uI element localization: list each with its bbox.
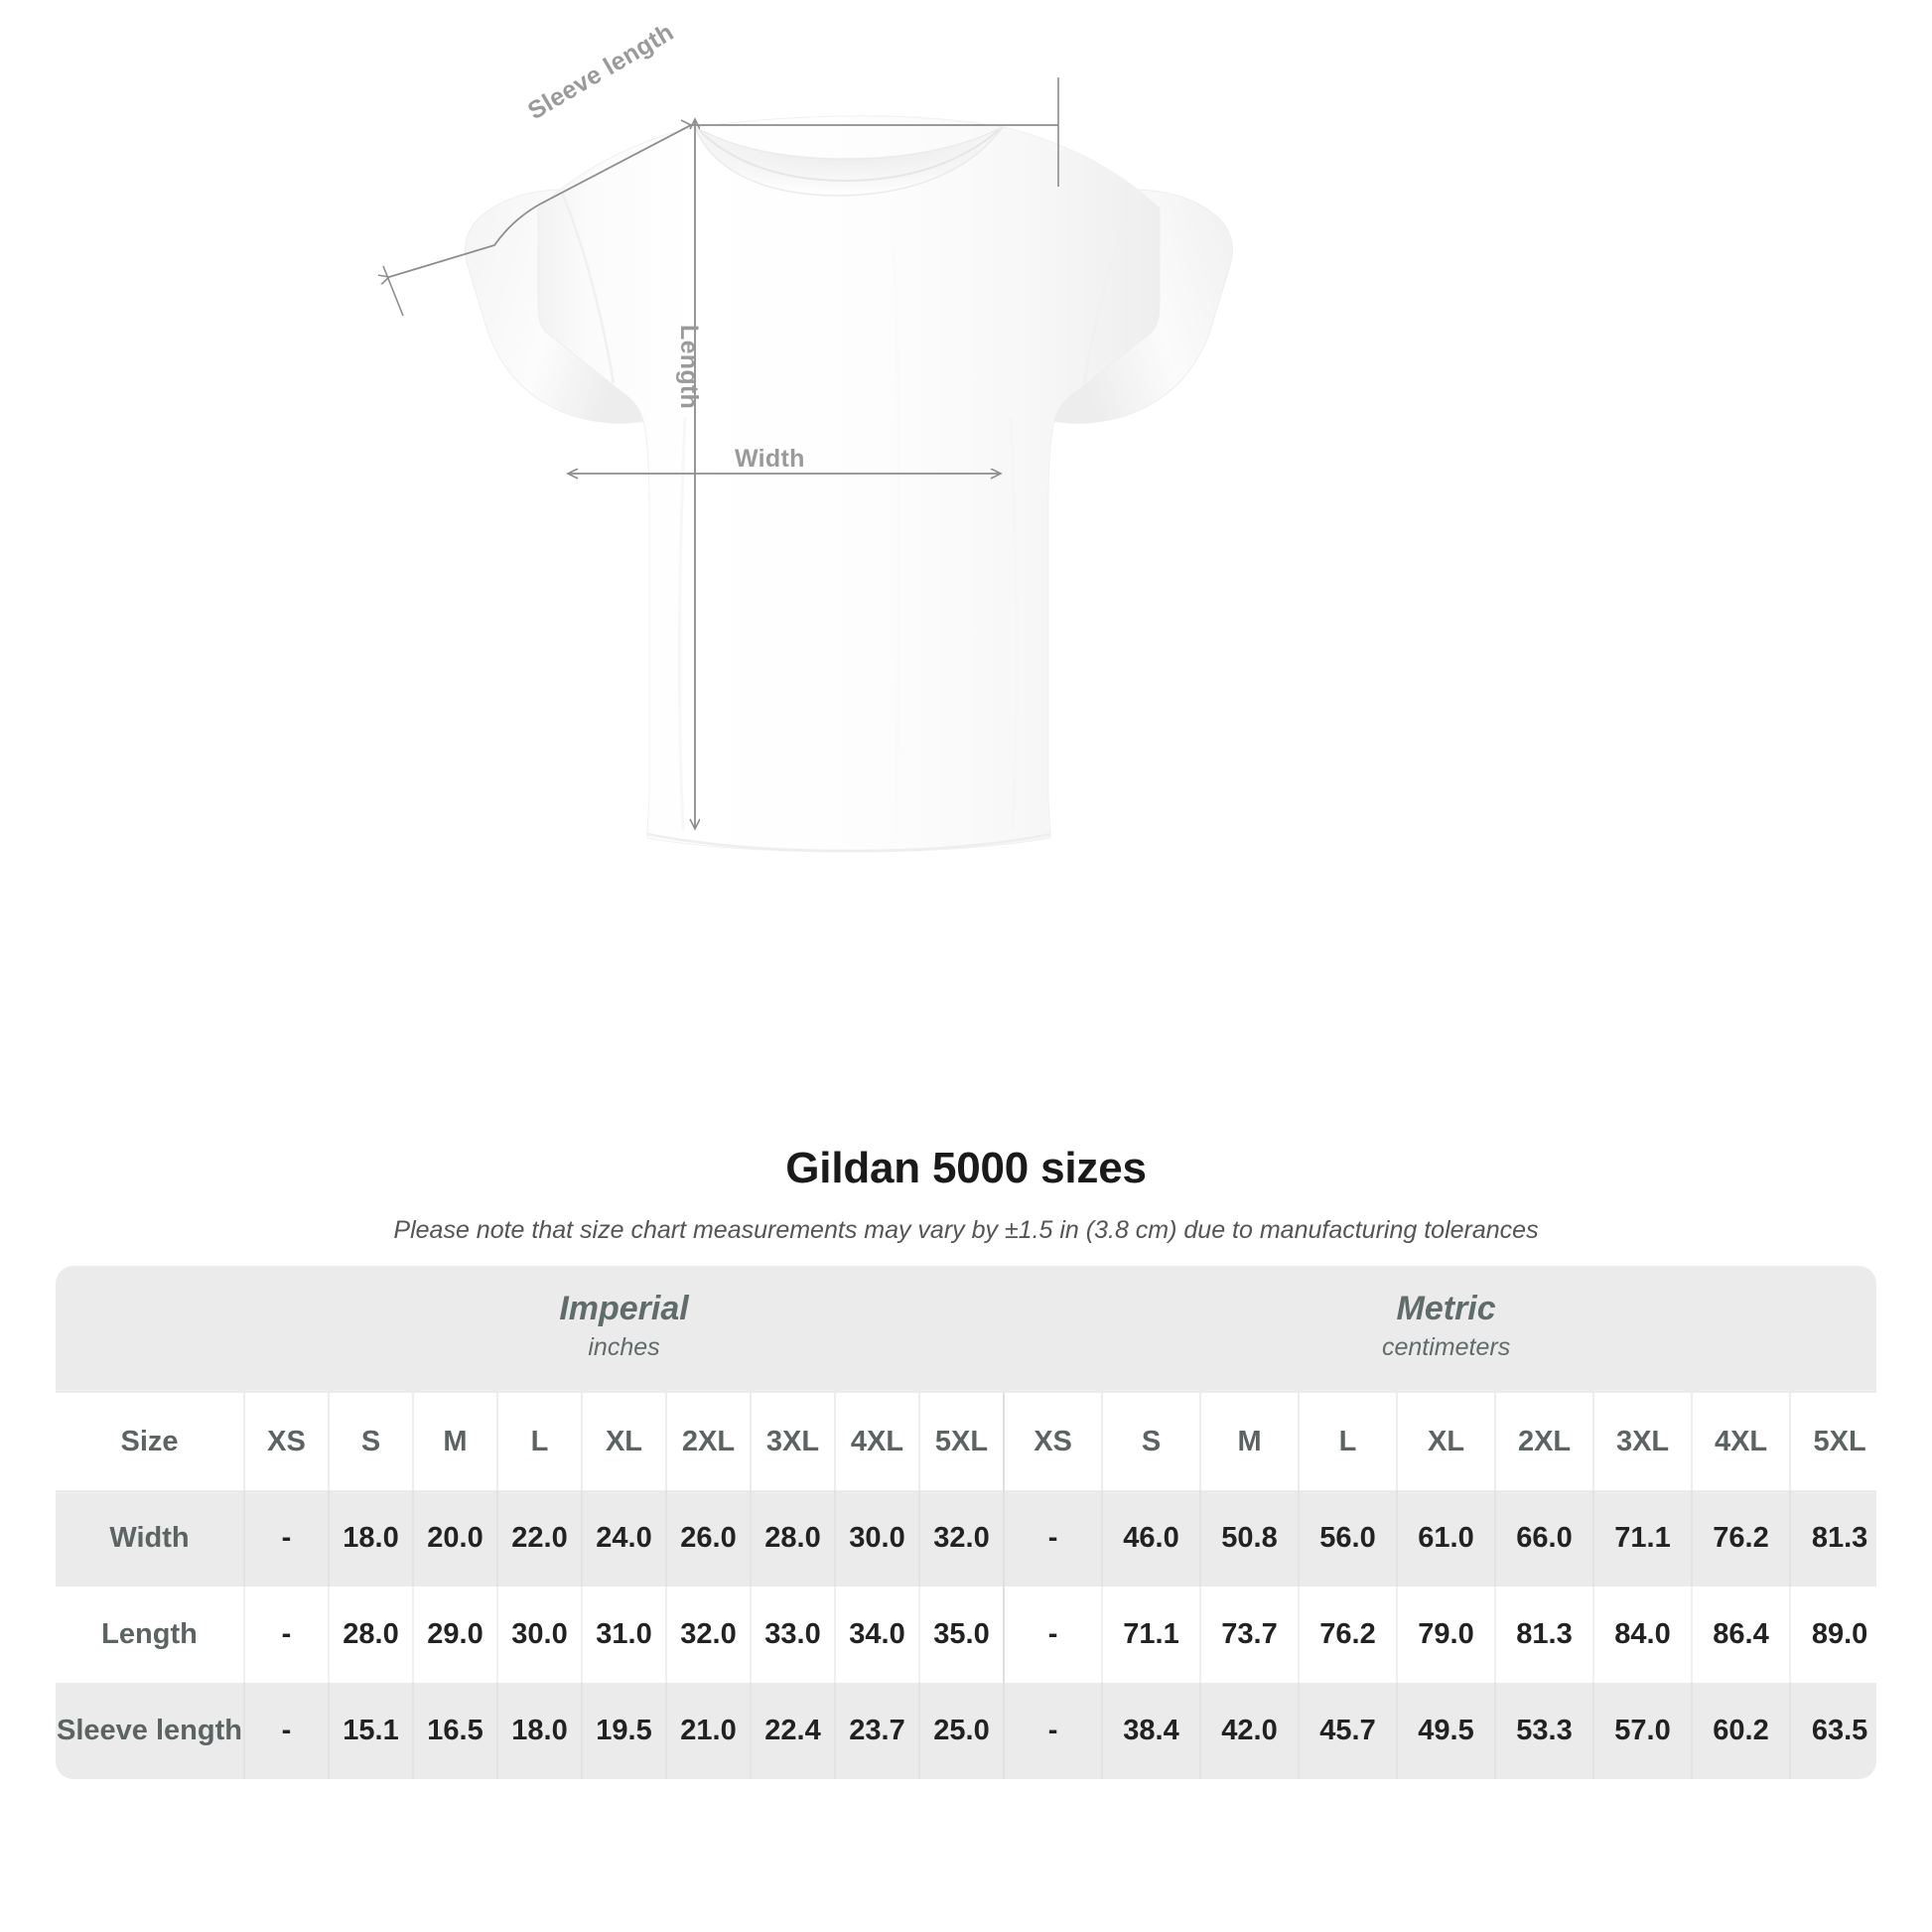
cell-length-metric-xl: 79.0 bbox=[1396, 1587, 1496, 1683]
cell-sleeve-imperial-m: 16.5 bbox=[412, 1683, 497, 1779]
unit-header-spacer bbox=[56, 1266, 244, 1393]
cell-sleeve-metric-xs: - bbox=[1003, 1683, 1103, 1779]
size-chart-table: Imperial inches Metric centimeters Size … bbox=[56, 1266, 1876, 1779]
cell-sleeve-imperial-xl: 19.5 bbox=[581, 1683, 666, 1779]
unit-group-imperial-name: Imperial bbox=[559, 1290, 689, 1328]
cell-length-metric-4xl: 86.4 bbox=[1691, 1587, 1791, 1683]
size-header-metric-3xl: 3XL bbox=[1592, 1393, 1693, 1490]
cell-width-metric-xs: - bbox=[1003, 1490, 1103, 1587]
unit-group-imperial-unit: inches bbox=[588, 1332, 660, 1361]
cell-sleeve-imperial-2xl: 21.0 bbox=[665, 1683, 751, 1779]
size-header-metric-xl: XL bbox=[1396, 1393, 1496, 1490]
unit-group-metric-name: Metric bbox=[1396, 1290, 1496, 1328]
cell-length-metric-2xl: 81.3 bbox=[1494, 1587, 1594, 1683]
cell-width-metric-4xl: 76.2 bbox=[1691, 1490, 1791, 1587]
cell-sleeve-metric-m: 42.0 bbox=[1199, 1683, 1300, 1779]
cell-sleeve-imperial-3xl: 22.4 bbox=[750, 1683, 835, 1779]
size-header-row: Size XS S M L XL 2XL 3XL 4XL 5XL XS S M … bbox=[56, 1393, 1876, 1490]
cell-length-metric-5xl: 89.0 bbox=[1789, 1587, 1876, 1683]
size-header-metric-s: S bbox=[1101, 1393, 1201, 1490]
cell-length-metric-m: 73.7 bbox=[1199, 1587, 1300, 1683]
cell-sleeve-imperial-4xl: 23.7 bbox=[834, 1683, 919, 1779]
cell-width-metric-2xl: 66.0 bbox=[1494, 1490, 1594, 1587]
cell-length-imperial-3xl: 33.0 bbox=[750, 1587, 835, 1683]
size-header-imperial-5xl: 5XL bbox=[917, 1393, 1005, 1490]
tshirt-illustration bbox=[0, 77, 1233, 853]
unit-group-imperial: Imperial inches bbox=[244, 1266, 1005, 1393]
cell-width-imperial-5xl: 32.0 bbox=[917, 1490, 1005, 1587]
cell-length-imperial-2xl: 32.0 bbox=[665, 1587, 751, 1683]
tolerance-note: Please note that size chart measurements… bbox=[393, 1216, 1539, 1244]
row-label-width: Width bbox=[56, 1490, 244, 1587]
unit-group-header-row: Imperial inches Metric centimeters bbox=[56, 1266, 1876, 1393]
cell-sleeve-imperial-xs: - bbox=[243, 1683, 329, 1779]
cell-width-imperial-xl: 24.0 bbox=[581, 1490, 666, 1587]
width-dimension-label: Width bbox=[735, 445, 805, 473]
size-header-imperial-l: L bbox=[496, 1393, 582, 1490]
tshirt-measurement-diagram: Sleeve length Length Width bbox=[0, 18, 1233, 853]
size-header-imperial-xs: XS bbox=[243, 1393, 329, 1490]
size-header-imperial-xl: XL bbox=[581, 1393, 666, 1490]
cell-length-metric-s: 71.1 bbox=[1101, 1587, 1201, 1683]
size-header-metric-l: L bbox=[1298, 1393, 1398, 1490]
cell-width-metric-m: 50.8 bbox=[1199, 1490, 1300, 1587]
cell-sleeve-metric-s: 38.4 bbox=[1101, 1683, 1201, 1779]
cell-sleeve-metric-xl: 49.5 bbox=[1396, 1683, 1496, 1779]
cell-width-metric-5xl: 81.3 bbox=[1789, 1490, 1876, 1587]
size-chart-table-container: Imperial inches Metric centimeters Size … bbox=[56, 1266, 1876, 1779]
cell-width-imperial-l: 22.0 bbox=[496, 1490, 582, 1587]
cell-width-imperial-2xl: 26.0 bbox=[665, 1490, 751, 1587]
unit-group-metric: Metric centimeters bbox=[1004, 1266, 1876, 1393]
cell-sleeve-metric-5xl: 63.5 bbox=[1789, 1683, 1876, 1779]
cell-width-metric-xl: 61.0 bbox=[1396, 1490, 1496, 1587]
cell-width-metric-3xl: 71.1 bbox=[1592, 1490, 1693, 1587]
cell-length-imperial-l: 30.0 bbox=[496, 1587, 582, 1683]
cell-sleeve-metric-2xl: 53.3 bbox=[1494, 1683, 1594, 1779]
size-header-metric-m: M bbox=[1199, 1393, 1300, 1490]
measurement-lines bbox=[383, 77, 1059, 829]
cell-width-imperial-4xl: 30.0 bbox=[834, 1490, 919, 1587]
length-dimension-label: Length bbox=[675, 325, 703, 410]
size-header-imperial-3xl: 3XL bbox=[750, 1393, 835, 1490]
unit-group-metric-unit: centimeters bbox=[1381, 1332, 1511, 1361]
cell-sleeve-imperial-5xl: 25.0 bbox=[917, 1683, 1005, 1779]
page-title: Gildan 5000 sizes bbox=[785, 1144, 1147, 1192]
size-header-imperial-2xl: 2XL bbox=[665, 1393, 751, 1490]
table-row: Sleeve length - 15.1 16.5 18.0 19.5 21.0… bbox=[56, 1683, 1876, 1779]
cell-length-imperial-4xl: 34.0 bbox=[834, 1587, 919, 1683]
cell-sleeve-metric-l: 45.7 bbox=[1298, 1683, 1398, 1779]
size-header-metric-5xl: 5XL bbox=[1789, 1393, 1876, 1490]
cell-sleeve-imperial-s: 15.1 bbox=[328, 1683, 413, 1779]
cell-length-metric-3xl: 84.0 bbox=[1592, 1587, 1693, 1683]
size-header-imperial-s: S bbox=[328, 1393, 413, 1490]
cell-length-imperial-m: 29.0 bbox=[412, 1587, 497, 1683]
row-label-sleeve-length: Sleeve length bbox=[56, 1683, 244, 1779]
cell-length-metric-l: 76.2 bbox=[1298, 1587, 1398, 1683]
cell-length-metric-xs: - bbox=[1003, 1587, 1103, 1683]
cell-width-imperial-s: 18.0 bbox=[328, 1490, 413, 1587]
size-header-metric-4xl: 4XL bbox=[1691, 1393, 1791, 1490]
cell-width-metric-l: 56.0 bbox=[1298, 1490, 1398, 1587]
cell-width-imperial-3xl: 28.0 bbox=[750, 1490, 835, 1587]
size-header-metric-xs: XS bbox=[1003, 1393, 1103, 1490]
cell-length-imperial-xs: - bbox=[243, 1587, 329, 1683]
row-label-length: Length bbox=[56, 1587, 244, 1683]
cell-width-metric-s: 46.0 bbox=[1101, 1490, 1201, 1587]
cell-length-imperial-s: 28.0 bbox=[328, 1587, 413, 1683]
cell-sleeve-metric-3xl: 57.0 bbox=[1592, 1683, 1693, 1779]
cell-width-imperial-xs: - bbox=[243, 1490, 329, 1587]
cell-length-imperial-5xl: 35.0 bbox=[917, 1587, 1005, 1683]
cell-length-imperial-xl: 31.0 bbox=[581, 1587, 666, 1683]
table-row: Width - 18.0 20.0 22.0 24.0 26.0 28.0 30… bbox=[56, 1490, 1876, 1587]
cell-width-imperial-m: 20.0 bbox=[412, 1490, 497, 1587]
table-row: Length - 28.0 29.0 30.0 31.0 32.0 33.0 3… bbox=[56, 1587, 1876, 1683]
size-header-label: Size bbox=[56, 1393, 244, 1490]
cell-sleeve-imperial-l: 18.0 bbox=[496, 1683, 582, 1779]
shirt-body-shape bbox=[465, 115, 1233, 853]
cell-sleeve-metric-4xl: 60.2 bbox=[1691, 1683, 1791, 1779]
size-header-imperial-m: M bbox=[412, 1393, 497, 1490]
size-header-metric-2xl: 2XL bbox=[1494, 1393, 1594, 1490]
size-header-imperial-4xl: 4XL bbox=[834, 1393, 919, 1490]
